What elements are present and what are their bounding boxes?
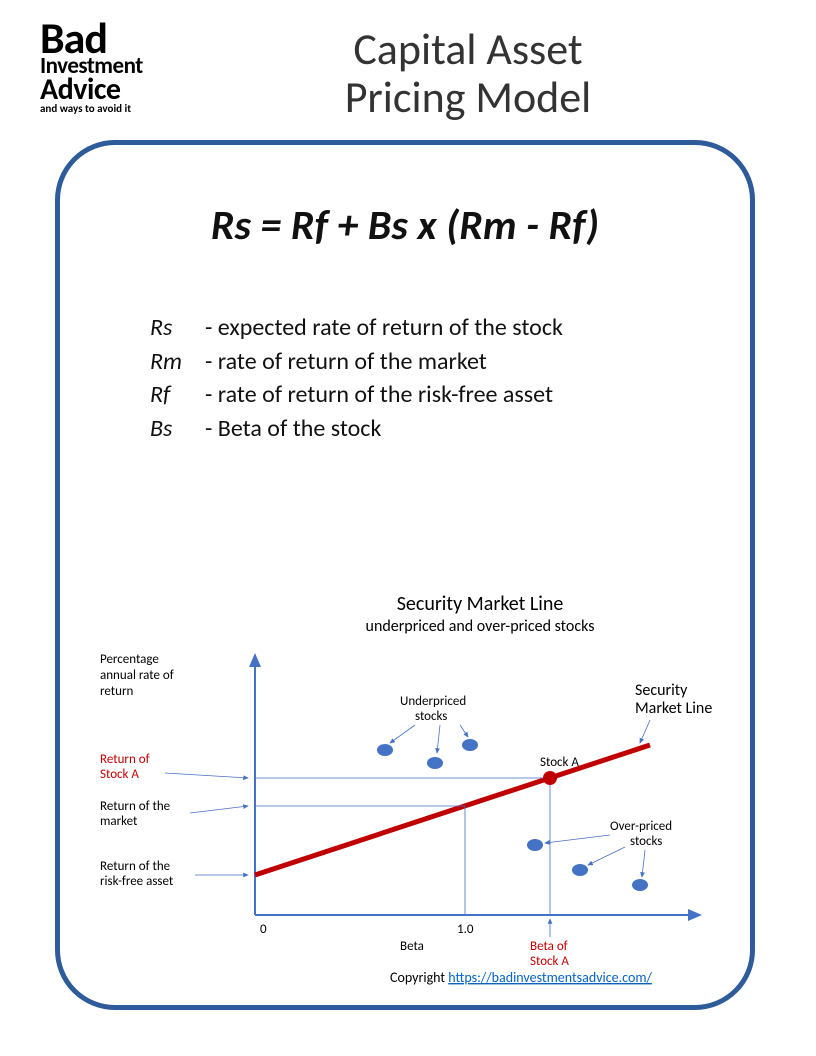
svg-text:Market Line: Market Line — [635, 699, 712, 718]
logo-tag: and ways to avoid it — [40, 104, 200, 113]
svg-text:Underpriced: Underpriced — [400, 694, 466, 709]
svg-text:Return of the: Return of the — [100, 859, 170, 874]
svg-text:Security: Security — [635, 681, 688, 700]
copyright: Copyright https://badinvestmentsadvice.c… — [390, 969, 653, 985]
svg-text:risk-free asset: risk-free asset — [100, 874, 174, 889]
variable-definitions: Rs- expected rate of return of the stock… — [150, 311, 750, 445]
content-frame: Rs = Rf + Bs x (Rm - Rf) Rs- expected ra… — [55, 140, 755, 1010]
page-title: Capital Asset Pricing Model — [200, 25, 736, 122]
svg-text:Stock A: Stock A — [540, 755, 579, 770]
svg-text:1.0: 1.0 — [457, 922, 474, 937]
chart-title: Security Market Line — [397, 592, 564, 616]
logo: Bad Investment Advice and ways to avoid … — [40, 20, 200, 114]
stock-a-dot — [543, 771, 557, 785]
svg-text:Stock A: Stock A — [100, 767, 139, 782]
chart-svg: Security Market Lineunderpriced and over… — [80, 585, 740, 985]
logo-line3: Advice — [40, 77, 200, 103]
def-rm: Rm- rate of return of the market — [150, 345, 750, 379]
svg-text:stocks: stocks — [630, 834, 662, 849]
svg-text:Over-priced: Over-priced — [610, 819, 672, 834]
svg-text:Return of: Return of — [100, 752, 150, 767]
def-bs: Bs- Beta of the stock — [150, 412, 750, 446]
def-rf: Rf- rate of return of the risk-free asse… — [150, 378, 750, 412]
svg-text:Stock A: Stock A — [530, 954, 569, 969]
sml-chart: Security Market Lineunderpriced and over… — [80, 585, 740, 985]
chart-subtitle: underpriced and over-priced stocks — [366, 617, 595, 636]
svg-text:annual rate of: annual rate of — [100, 668, 174, 683]
capm-formula: Rs = Rf + Bs x (Rm - Rf) — [60, 200, 750, 251]
svg-text:stocks: stocks — [415, 709, 447, 724]
svg-text:Percentage: Percentage — [100, 652, 159, 667]
svg-text:market: market — [100, 814, 138, 829]
svg-text:Beta of: Beta of — [530, 939, 568, 954]
svg-text:Return of the: Return of the — [100, 799, 170, 814]
def-rs: Rs- expected rate of return of the stock — [150, 311, 750, 345]
svg-text:return: return — [100, 684, 133, 699]
svg-text:0: 0 — [260, 922, 267, 937]
svg-text:Beta: Beta — [400, 939, 424, 954]
sml-line — [255, 745, 650, 875]
